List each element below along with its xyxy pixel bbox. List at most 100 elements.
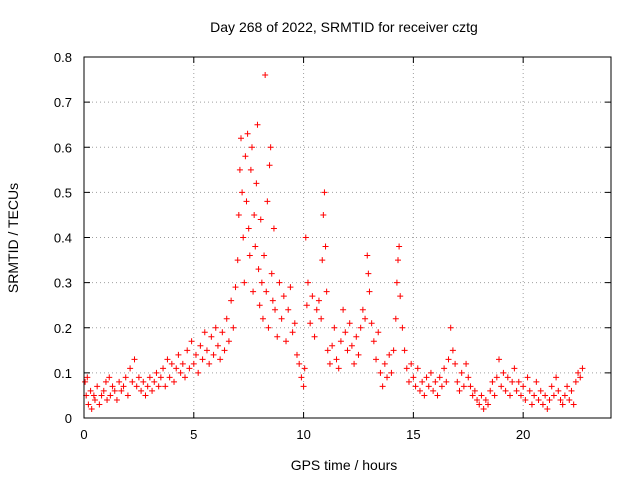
data-markers: [82, 72, 586, 412]
data-point: [517, 392, 524, 399]
data-point: [357, 324, 364, 331]
data-point: [458, 369, 465, 376]
y-tick-label: 0.4: [54, 231, 72, 246]
data-point: [399, 324, 406, 331]
data-point: [487, 387, 494, 394]
data-point: [261, 252, 268, 259]
x-tick-label: 10: [296, 427, 310, 442]
data-point: [329, 342, 336, 349]
data-point: [291, 320, 298, 327]
data-point: [401, 347, 408, 354]
data-point: [252, 243, 259, 250]
data-point: [515, 378, 522, 385]
data-point: [250, 288, 257, 295]
data-point: [482, 396, 489, 403]
data-point: [175, 351, 182, 358]
data-point: [370, 338, 377, 345]
data-point: [524, 374, 531, 381]
y-tick-label: 0.7: [54, 95, 72, 110]
data-point: [353, 333, 360, 340]
data-point: [427, 369, 434, 376]
data-point: [262, 72, 269, 79]
data-point: [509, 378, 516, 385]
data-point: [416, 387, 423, 394]
data-point: [434, 392, 441, 399]
data-point: [102, 378, 109, 385]
data-point: [465, 374, 472, 381]
data-point: [568, 387, 575, 394]
data-point: [225, 338, 232, 345]
data-point: [300, 383, 307, 390]
data-point: [84, 374, 91, 381]
data-point: [307, 320, 314, 327]
data-point: [217, 356, 224, 363]
data-point: [104, 396, 111, 403]
data-point: [331, 324, 338, 331]
data-point: [561, 392, 568, 399]
data-point: [474, 396, 481, 403]
data-point: [124, 392, 131, 399]
data-point: [251, 211, 258, 218]
data-point: [542, 392, 549, 399]
data-point: [526, 387, 533, 394]
data-point: [109, 383, 116, 390]
data-point: [127, 365, 134, 372]
data-point: [244, 130, 251, 137]
data-point: [258, 279, 265, 286]
chart-title: Day 268 of 2022, SRMTID for receiver czt…: [210, 19, 478, 35]
data-point: [195, 369, 202, 376]
data-point: [432, 378, 439, 385]
data-point: [535, 396, 542, 403]
data-point: [438, 383, 445, 390]
data-point: [546, 396, 553, 403]
data-point: [122, 374, 129, 381]
data-point: [87, 387, 94, 394]
data-point: [240, 234, 247, 241]
data-point: [153, 369, 160, 376]
data-point: [197, 342, 204, 349]
data-point: [412, 383, 419, 390]
data-point: [344, 347, 351, 354]
data-point: [253, 180, 260, 187]
data-point: [520, 383, 527, 390]
data-point: [140, 378, 147, 385]
data-point: [210, 351, 217, 358]
data-point: [362, 315, 369, 322]
data-point: [144, 383, 151, 390]
data-point: [142, 392, 149, 399]
data-point: [443, 378, 450, 385]
data-point: [238, 135, 245, 142]
data-point: [247, 166, 254, 173]
data-point: [264, 198, 271, 205]
data-point: [146, 374, 153, 381]
data-point: [214, 342, 221, 349]
data-point: [557, 396, 564, 403]
data-point: [242, 153, 249, 160]
data-point: [410, 374, 417, 381]
data-point: [522, 396, 529, 403]
data-point: [157, 374, 164, 381]
data-point: [192, 351, 199, 358]
data-point: [511, 365, 518, 372]
data-point: [368, 320, 375, 327]
data-point: [245, 225, 252, 232]
data-point: [100, 387, 107, 394]
data-point: [469, 392, 476, 399]
data-point: [419, 378, 426, 385]
data-point: [528, 401, 535, 408]
data-point: [259, 315, 266, 322]
data-point: [243, 198, 250, 205]
data-point: [322, 243, 329, 250]
data-point: [375, 329, 382, 336]
data-point: [471, 387, 478, 394]
data-point: [456, 387, 463, 394]
data-point: [133, 383, 140, 390]
data-point: [403, 365, 410, 372]
data-point: [129, 378, 136, 385]
data-point: [221, 347, 228, 354]
data-point: [270, 225, 277, 232]
data-point: [337, 338, 344, 345]
data-point: [276, 279, 283, 286]
data-point: [256, 302, 263, 309]
data-point: [447, 324, 454, 331]
